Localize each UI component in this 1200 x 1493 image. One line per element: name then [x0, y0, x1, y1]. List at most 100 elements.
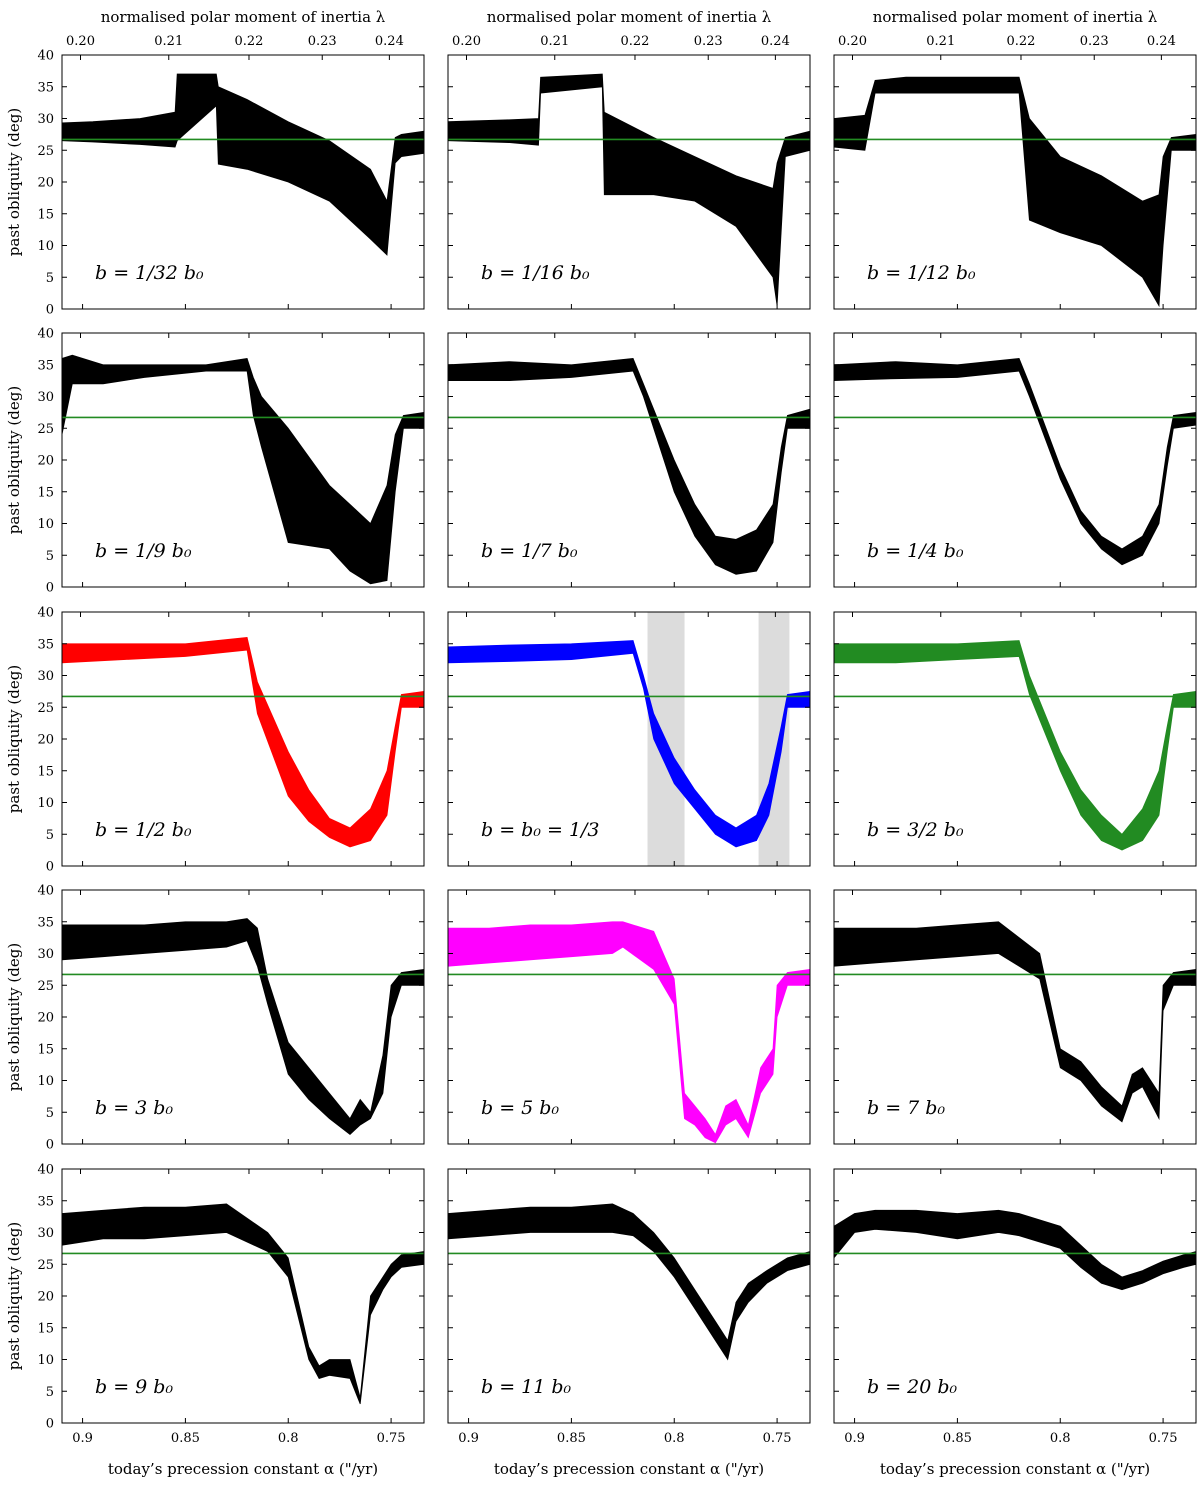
x-tick-label: 0.8 — [278, 1431, 299, 1446]
panel-2: 0.20 0.21 0.22 0.23 0.24 b = 1/16 b₀ normalise… — [447, 8, 811, 310]
y-tick-label: 0 — [46, 581, 54, 596]
panel-9: b = 3/2 b₀ — [833, 611, 1197, 867]
panel-label: b = 1/2 b₀ — [95, 819, 192, 841]
y-axis-label: past obliquity (deg) — [5, 943, 23, 1091]
y-tick-label: 0 — [46, 1138, 54, 1153]
x-tick-label: 0.9 — [844, 1431, 865, 1446]
y-tick-label: 35 — [37, 1194, 54, 1209]
y-tick-label: 10 — [37, 1074, 54, 1089]
panel-14: 0.9 0.85 0.8 0.75 b = 11 b₀ today’s precessio… — [447, 1168, 811, 1478]
y-tick-label: 10 — [37, 796, 54, 811]
obliquity-band — [448, 357, 810, 575]
obliquity-band — [834, 76, 1196, 308]
y-axis-label: past obliquity (deg) — [5, 386, 23, 534]
top-tick-label: 0.23 — [694, 34, 723, 49]
x-tick-label: 0.75 — [377, 1431, 406, 1446]
x-axis-label: today’s precession constant α ("/yr) — [494, 1460, 764, 1478]
top-tick-label: 0.21 — [154, 34, 183, 49]
y-axis-label: past obliquity (deg) — [5, 665, 23, 813]
top-tick-label: 0.22 — [1007, 34, 1036, 49]
panel-label: b = b₀ = 1/3 — [481, 819, 600, 841]
y-tick-label: 20 — [37, 454, 54, 469]
obliquity-band — [448, 73, 810, 306]
obliquity-band — [834, 921, 1196, 1123]
y-tick-label: 40 — [37, 327, 54, 342]
y-tick-label: 5 — [46, 1106, 54, 1121]
x-tick-label: 0.85 — [943, 1431, 972, 1446]
x-tick-label: 0.75 — [763, 1431, 792, 1446]
top-tick-label: 0.20 — [838, 34, 867, 49]
x-tick-label: 0.75 — [1149, 1431, 1178, 1446]
y-tick-label: 15 — [37, 207, 54, 222]
y-tick-label: 30 — [37, 669, 54, 684]
obliquity-band — [448, 640, 810, 848]
top-tick-label: 0.23 — [308, 34, 337, 49]
y-tick-label: 20 — [37, 1011, 54, 1026]
obliquity-band — [62, 354, 424, 585]
y-tick-label: 15 — [37, 1321, 54, 1336]
y-tick-label: 5 — [46, 828, 54, 843]
y-tick-label: 20 — [37, 733, 54, 748]
y-tick-label: 35 — [37, 915, 54, 930]
panel-label: b = 3/2 b₀ — [867, 819, 964, 841]
y-tick-label: 10 — [37, 239, 54, 254]
y-tick-label: 35 — [37, 358, 54, 373]
obliquity-band — [62, 636, 424, 848]
y-tick-label: 5 — [46, 271, 54, 286]
y-tick-label: 0 — [46, 303, 54, 318]
x-tick-label: 0.9 — [458, 1431, 479, 1446]
obliquity-band — [448, 921, 810, 1144]
panel-7: 0 5 10 15 20 25 30 35 40 b = 1/2 b₀ past obliquity… — [5, 606, 425, 875]
panel-label: b = 1/32 b₀ — [95, 262, 204, 284]
y-tick-label: 15 — [37, 485, 54, 500]
x-axis-label: today’s precession constant α ("/yr) — [108, 1460, 378, 1478]
panel-1: 0 5 10 15 20 25 30 35 40 0.20 0.21 0.22 0.23 0.24 b = … — [5, 8, 425, 318]
x-tick-label: 0.9 — [72, 1431, 93, 1446]
shaded-region-2 — [758, 612, 790, 866]
obliquity-band — [62, 918, 424, 1136]
panel-label: b = 1/16 b₀ — [481, 262, 590, 284]
obliquity-band — [834, 640, 1196, 851]
obliquity-band — [834, 357, 1196, 566]
top-axis-label: normalised polar moment of inertia λ — [487, 8, 772, 26]
y-tick-label: 30 — [37, 112, 54, 127]
y-tick-label: 20 — [37, 1290, 54, 1305]
panel-label: b = 1/4 b₀ — [867, 540, 964, 562]
y-tick-label: 5 — [46, 549, 54, 564]
top-tick-label: 0.20 — [66, 34, 95, 49]
y-axis-label: past obliquity (deg) — [5, 108, 23, 256]
panel-10: 0 5 10 15 20 25 30 35 40 b = 3 b₀ past obliquity (… — [5, 884, 425, 1153]
panel-12: b = 7 b₀ — [833, 889, 1197, 1145]
y-tick-label: 30 — [37, 390, 54, 405]
panel-8: b = b₀ = 1/3 — [447, 611, 811, 867]
y-tick-label: 40 — [37, 884, 54, 899]
panel-label: b = 7 b₀ — [867, 1097, 945, 1119]
y-tick-label: 5 — [46, 1385, 54, 1400]
y-tick-label: 35 — [37, 80, 54, 95]
y-tick-label: 15 — [37, 1042, 54, 1057]
top-tick-label: 0.24 — [761, 34, 790, 49]
obliquity-band — [62, 1203, 424, 1405]
y-tick-label: 0 — [46, 1417, 54, 1432]
panel-15: 0.9 0.85 0.8 0.75 b = 20 b₀ today’s precessio… — [833, 1168, 1197, 1478]
y-tick-label: 25 — [37, 1258, 54, 1273]
panel-5: b = 1/7 b₀ — [447, 332, 811, 588]
top-axis-label: normalised polar moment of inertia λ — [101, 8, 386, 26]
top-tick-label: 0.24 — [1147, 34, 1176, 49]
y-tick-label: 25 — [37, 422, 54, 437]
panel-label: b = 1/9 b₀ — [95, 540, 192, 562]
panel-label: b = 1/12 b₀ — [867, 262, 976, 284]
x-axis-label: today’s precession constant α ("/yr) — [880, 1460, 1150, 1478]
top-tick-label: 0.23 — [1080, 34, 1109, 49]
shaded-region-1 — [647, 612, 685, 866]
y-tick-label: 30 — [37, 947, 54, 962]
top-axis-label: normalised polar moment of inertia λ — [873, 8, 1158, 26]
top-tick-label: 0.22 — [235, 34, 264, 49]
obliquity-band — [834, 1209, 1196, 1291]
y-tick-label: 15 — [37, 764, 54, 779]
top-tick-label: 0.21 — [926, 34, 955, 49]
y-tick-label: 35 — [37, 637, 54, 652]
y-tick-label: 40 — [37, 49, 54, 64]
y-axis-label: past obliquity (deg) — [5, 1222, 23, 1370]
